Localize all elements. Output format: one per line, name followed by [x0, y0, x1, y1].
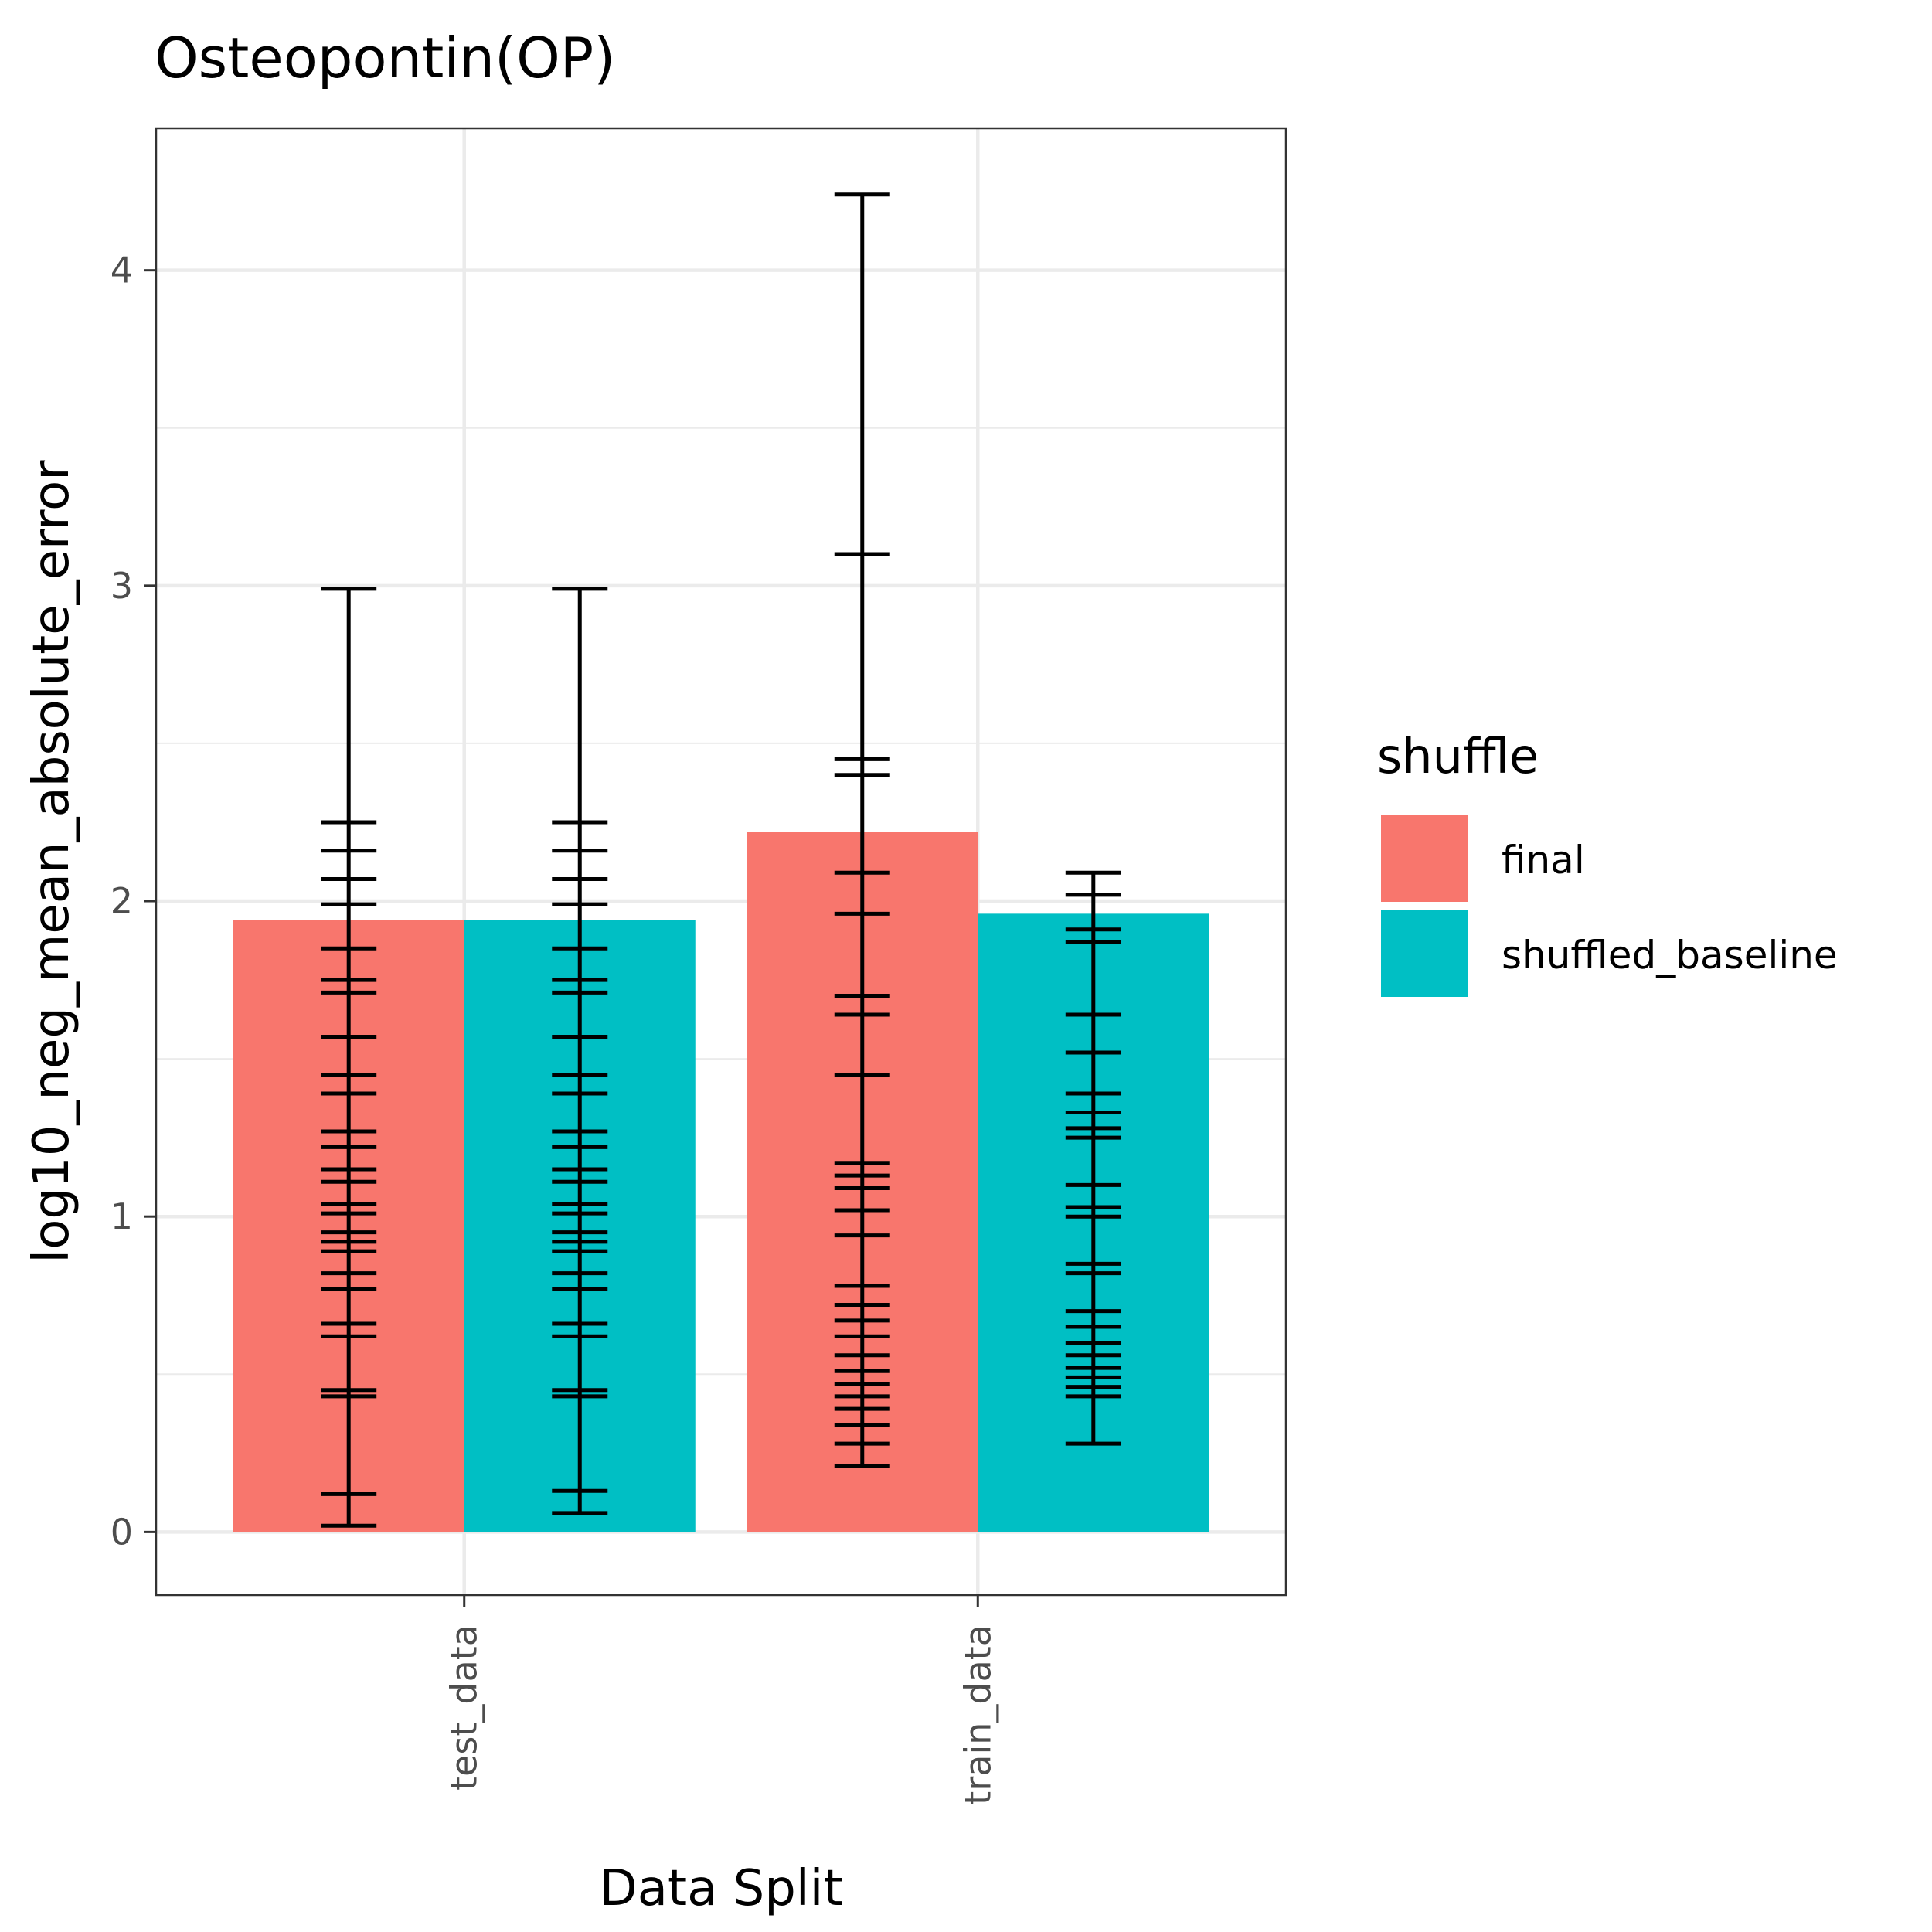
y-tick-label: 4: [111, 250, 133, 291]
y-tick-label: 1: [111, 1196, 133, 1237]
y-axis-title: log10_neg_mean_absolute_error: [23, 460, 80, 1264]
x-axis-title: Data Split: [599, 1860, 842, 1917]
x-axis-ticks: test_data train_data: [444, 1595, 998, 1805]
legend-label-shuffled-baseline: shuffled_baseline: [1502, 933, 1838, 978]
x-tick-label: test_data: [444, 1624, 485, 1791]
error-bars: [321, 192, 1121, 1528]
y-axis-ticks: 0 1 2 3 4: [111, 250, 156, 1553]
x-tick-label: train_data: [957, 1624, 998, 1805]
plot-border: [155, 127, 1287, 1597]
legend-label-final: final: [1502, 838, 1585, 883]
y-tick-label: 2: [111, 880, 133, 922]
legend-swatch-final: [1381, 815, 1468, 902]
legend-title: shuffle: [1377, 728, 1539, 784]
y-tick-label: 3: [111, 565, 133, 607]
chart-title: Osteopontin(OP): [155, 26, 615, 90]
y-tick-label: 0: [111, 1511, 133, 1553]
legend-swatch-shuffled-baseline: [1381, 910, 1468, 997]
legend: shuffle final shuffled_baseline: [1377, 728, 1838, 997]
